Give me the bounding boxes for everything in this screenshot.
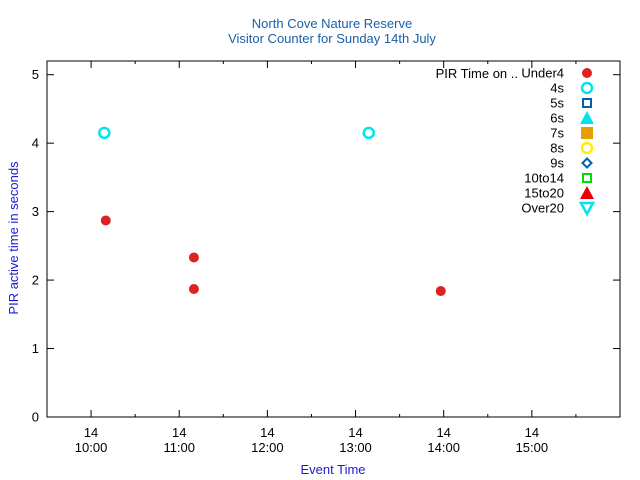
legend-marker: [580, 186, 594, 199]
y-axis-label: PIR active time in seconds: [6, 161, 21, 315]
y-tick-label: 4: [32, 136, 39, 151]
legend-marker: [582, 173, 592, 183]
legend-label: 7s: [550, 126, 564, 141]
legend-label: 15to20: [524, 186, 564, 201]
data-point-4s-shape: [98, 126, 111, 140]
legend-marker-shape: [580, 81, 594, 95]
legend-marker: [581, 157, 593, 169]
x-tick-label-day: 14: [260, 425, 274, 440]
data-point-4s: [362, 126, 376, 140]
x-tick-label-time: 15:00: [516, 440, 549, 455]
legend-item-4s: 4s: [550, 81, 594, 96]
legend-item-9s: 9s: [550, 156, 593, 171]
legend-label: 4s: [550, 81, 564, 96]
legend-marker-shape: [582, 68, 592, 78]
legend-marker-shape: [582, 98, 592, 108]
legend-marker-shape: [580, 141, 594, 155]
data-points: [98, 126, 446, 297]
legend-label: 6s: [550, 111, 564, 126]
legend-marker-shape: [582, 173, 592, 183]
legend-item-8s: 8s: [550, 141, 594, 156]
x-tick-label-day: 14: [172, 425, 186, 440]
legend-marker: [580, 81, 594, 95]
legend-label: 8s: [550, 141, 564, 156]
y-tick-label: 0: [32, 410, 39, 425]
data-point-Under4-shape: [435, 286, 446, 297]
axes: 0123451410:001411:001412:001413:001414:0…: [32, 61, 620, 455]
data-point-Under4: [100, 215, 111, 226]
y-tick-label: 2: [32, 273, 39, 288]
legend-marker-shape: [580, 186, 594, 199]
legend-item-7s: 7s: [550, 126, 593, 141]
legend-marker-shape: [581, 157, 593, 169]
x-axis-label: Event Time: [300, 462, 365, 477]
legend-title: PIR Time on ..: [436, 66, 518, 81]
x-tick-label-time: 10:00: [75, 440, 108, 455]
x-tick-label-time: 11:00: [163, 440, 195, 455]
chart-title: North Cove Nature Reserve: [252, 16, 412, 31]
data-point-Under4-shape: [188, 283, 199, 294]
y-tick-label: 5: [32, 67, 39, 82]
legend-marker: [580, 111, 594, 124]
legend-marker: [581, 127, 593, 139]
legend-item-Under4: Under4: [521, 66, 592, 81]
data-point-Under4: [435, 286, 446, 297]
x-tick-label-time: 12:00: [251, 440, 284, 455]
x-tick-label-day: 14: [84, 425, 98, 440]
x-tick-label-day: 14: [436, 425, 450, 440]
chart-subtitle: Visitor Counter for Sunday 14th July: [228, 31, 436, 46]
legend-item-6s: 6s: [550, 111, 594, 126]
y-tick-label: 3: [32, 204, 39, 219]
x-tick-label-day: 14: [348, 425, 362, 440]
x-tick-label-time: 14:00: [427, 440, 460, 455]
legend-label: 5s: [550, 96, 564, 111]
legend-marker-shape: [578, 201, 596, 217]
data-point-Under4: [188, 252, 199, 263]
legend-marker: [578, 201, 596, 217]
legend: PIR Time on .. Under44s5s6s7s8s9s10to141…: [436, 66, 596, 217]
data-point-Under4: [188, 283, 199, 294]
legend-marker: [580, 141, 594, 155]
legend-item-5s: 5s: [550, 96, 592, 111]
legend-item-15to20: 15to20: [524, 186, 594, 201]
legend-label: Under4: [521, 66, 564, 81]
legend-label: Over20: [521, 201, 564, 216]
legend-marker: [582, 68, 592, 78]
plot-frame: [46, 60, 621, 418]
x-tick-label-day: 14: [525, 425, 539, 440]
legend-label: 10to14: [524, 171, 564, 186]
legend-marker-shape: [581, 127, 593, 139]
data-point-Under4-shape: [188, 252, 199, 263]
legend-item-10to14: 10to14: [524, 171, 592, 186]
y-tick-label: 1: [32, 341, 39, 356]
legend-marker-shape: [580, 111, 594, 124]
legend-marker: [582, 98, 592, 108]
legend-label: 9s: [550, 156, 564, 171]
data-point-4s-shape: [362, 126, 376, 140]
data-point-Under4-shape: [100, 215, 111, 226]
x-tick-label-time: 13:00: [339, 440, 372, 455]
legend-item-Over20: Over20: [521, 201, 596, 217]
data-point-4s: [98, 126, 111, 140]
